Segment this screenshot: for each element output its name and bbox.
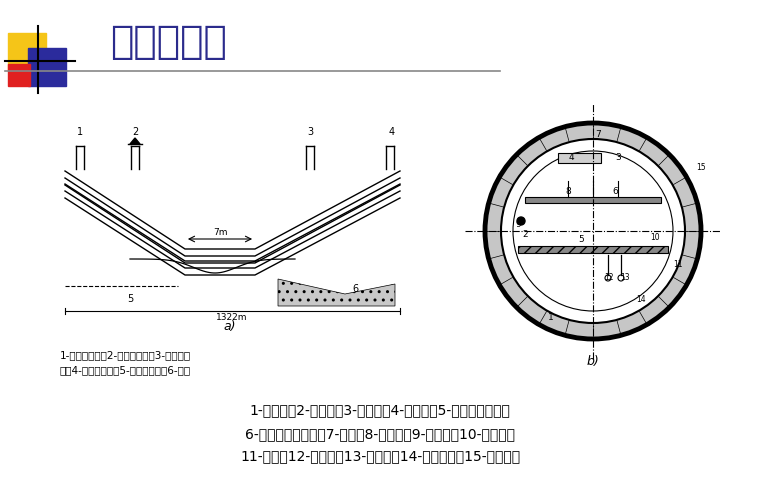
Text: a): a)	[223, 319, 236, 332]
Text: 4: 4	[568, 153, 574, 162]
Text: 1: 1	[77, 127, 83, 137]
Text: 5: 5	[578, 234, 584, 243]
Bar	[518, 246, 668, 254]
Text: 1-层构工作井；2-浦西通风井；3-浦东通风
井；4-盾构拆卸片；5-淤泥质粘土；6-粉沙: 1-层构工作井；2-浦西通风井；3-浦东通风 井；4-盾构拆卸片；5-淤泥质粘土…	[60, 349, 191, 374]
Text: b): b)	[587, 354, 600, 367]
Text: 6-天棚（上拉杆）；7-吊杆；8-照明灯；9-灭火器；10-消防栓；: 6-天棚（上拉杆）；7-吊杆；8-照明灯；9-灭火器；10-消防栓；	[245, 426, 515, 440]
Text: 15: 15	[696, 163, 706, 172]
Text: 14: 14	[636, 295, 646, 304]
Text: 1-进风道；2-进风口；3-排风口；4-排风道；5-路面（下拉杆）: 1-进风道；2-进风口；3-排风口；4-排风道；5-路面（下拉杆）	[249, 402, 511, 416]
Text: 6: 6	[352, 284, 358, 294]
Polygon shape	[485, 124, 701, 339]
Text: 6: 6	[612, 187, 618, 195]
Text: 2: 2	[522, 229, 527, 238]
Text: 9: 9	[515, 219, 521, 228]
Polygon shape	[278, 280, 395, 307]
Text: 7: 7	[595, 130, 601, 139]
Text: 隧道剖面图: 隧道剖面图	[110, 23, 227, 61]
Text: 10: 10	[651, 232, 660, 241]
Bar	[8, 65, 30, 87]
Circle shape	[517, 217, 525, 225]
Text: 12: 12	[604, 273, 614, 282]
Text: 7m: 7m	[213, 227, 227, 236]
Text: 4: 4	[389, 127, 395, 137]
Text: 2: 2	[132, 127, 138, 137]
Text: 8: 8	[565, 187, 571, 195]
Bar	[558, 154, 601, 164]
Text: 3: 3	[307, 127, 313, 137]
Bar	[8, 34, 46, 72]
Text: 5: 5	[127, 294, 133, 304]
Text: 13: 13	[620, 273, 630, 282]
Text: 1: 1	[548, 313, 554, 321]
Bar	[525, 197, 661, 203]
Text: 1322m: 1322m	[217, 313, 248, 321]
Bar	[28, 49, 66, 87]
Text: 11-电缆；12-排水管；13-给水管；14-纵向螺栓；15-环向螺栓: 11-电缆；12-排水管；13-给水管；14-纵向螺栓；15-环向螺栓	[240, 448, 520, 462]
Text: 3: 3	[615, 153, 621, 162]
Polygon shape	[130, 139, 140, 145]
Text: 11: 11	[673, 260, 682, 269]
